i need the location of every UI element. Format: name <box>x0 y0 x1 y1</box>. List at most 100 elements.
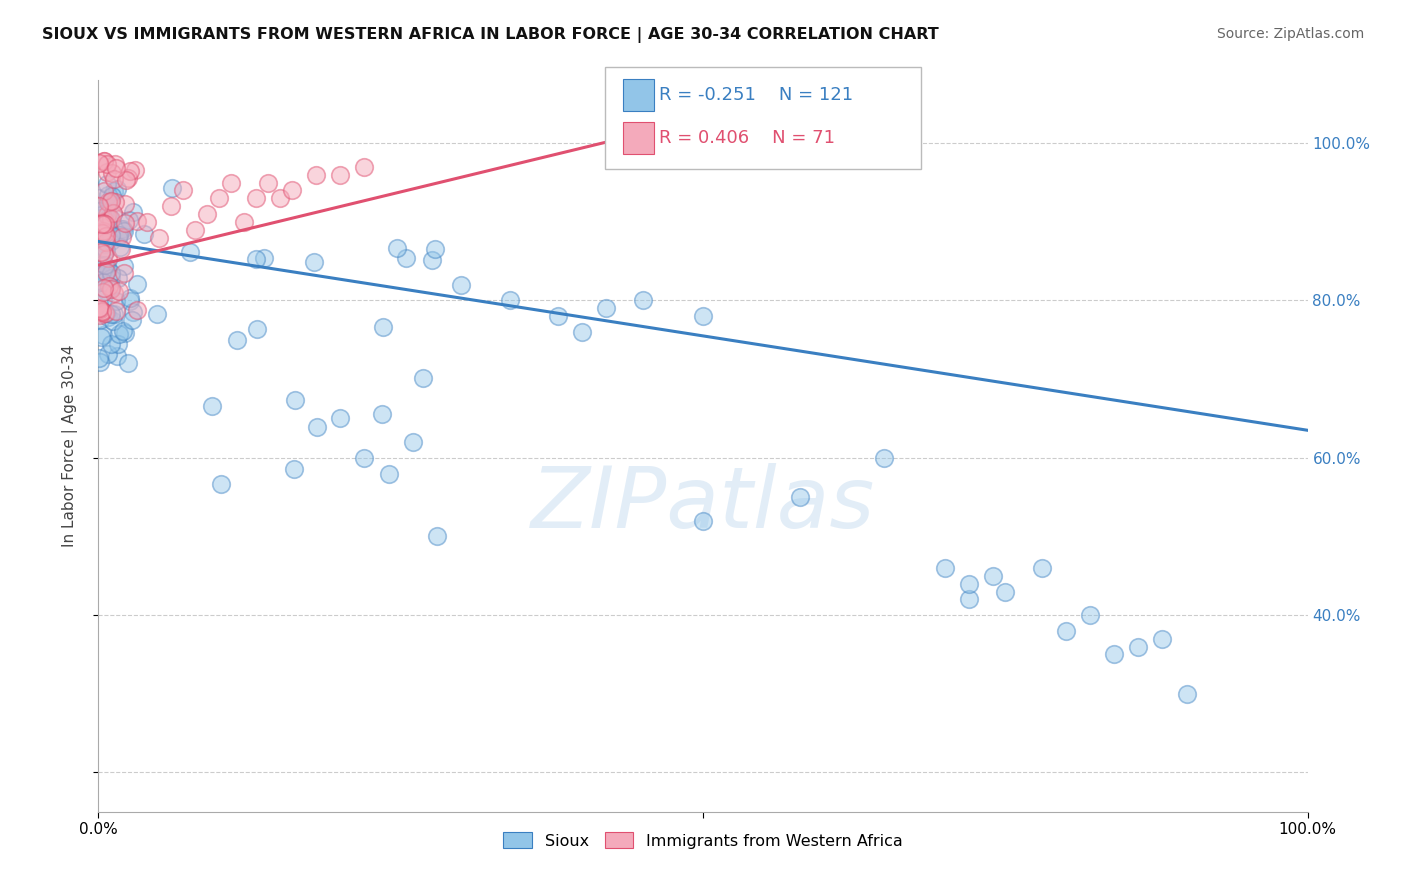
Point <box>101 207 124 221</box>
Point <box>121 204 143 219</box>
Point <box>89 313 111 327</box>
Point <box>125 277 148 292</box>
Point <box>100 271 122 285</box>
Point <box>97 188 120 202</box>
Point <box>146 307 169 321</box>
Point <box>246 322 269 336</box>
Point <box>115 173 138 187</box>
Point <box>89 268 111 283</box>
Point <box>90 330 112 344</box>
Point <box>91 305 114 319</box>
Point <box>426 529 449 543</box>
Text: R = 0.406    N = 71: R = 0.406 N = 71 <box>659 128 835 146</box>
Point <box>114 197 136 211</box>
Point <box>98 194 121 209</box>
Point <box>96 157 118 171</box>
Point <box>571 325 593 339</box>
Point <box>100 279 122 293</box>
Point <box>94 305 117 319</box>
Point <box>1031 561 1053 575</box>
Point <box>101 188 124 202</box>
Text: R = -0.251    N = 121: R = -0.251 N = 121 <box>659 86 853 103</box>
Point <box>373 319 395 334</box>
Point <box>121 312 143 326</box>
Point <box>100 307 122 321</box>
Point <box>269 191 291 205</box>
Point <box>100 336 122 351</box>
Point <box>283 392 305 407</box>
Point <box>90 306 112 320</box>
Point <box>90 258 112 272</box>
Point <box>108 240 131 254</box>
Point <box>1102 648 1125 662</box>
Point <box>103 184 125 198</box>
Point <box>283 462 305 476</box>
Point <box>302 255 325 269</box>
Point <box>111 230 134 244</box>
Point <box>105 350 128 364</box>
Point <box>103 314 125 328</box>
Point <box>96 178 118 192</box>
Point <box>420 252 443 267</box>
Point <box>789 490 811 504</box>
Point <box>120 294 142 309</box>
Point <box>91 304 114 318</box>
Point <box>118 164 141 178</box>
Point <box>132 227 155 241</box>
Point <box>256 176 278 190</box>
Legend: Sioux, Immigrants from Western Africa: Sioux, Immigrants from Western Africa <box>496 826 910 855</box>
Point <box>97 194 120 209</box>
Text: Source: ZipAtlas.com: Source: ZipAtlas.com <box>1216 27 1364 41</box>
Point <box>100 235 122 249</box>
Point <box>103 206 125 220</box>
Point <box>91 292 114 306</box>
Point <box>91 285 114 300</box>
Point <box>94 241 117 255</box>
Point <box>104 195 127 210</box>
Point <box>1175 687 1198 701</box>
Point <box>94 229 117 244</box>
Point <box>957 576 980 591</box>
Point <box>93 267 115 281</box>
Point <box>110 222 132 236</box>
Point <box>87 273 110 287</box>
Point <box>89 204 111 219</box>
Point <box>96 165 118 179</box>
Point <box>201 399 224 413</box>
Text: SIOUX VS IMMIGRANTS FROM WESTERN AFRICA IN LABOR FORCE | AGE 30-34 CORRELATION C: SIOUX VS IMMIGRANTS FROM WESTERN AFRICA … <box>42 27 939 43</box>
Point <box>94 284 117 298</box>
Point <box>329 411 352 425</box>
Point <box>184 223 207 237</box>
Point <box>94 227 117 241</box>
Point <box>148 230 170 244</box>
Point <box>104 161 127 175</box>
Point <box>402 435 425 450</box>
Point <box>96 243 118 257</box>
Point <box>97 251 120 265</box>
Point <box>97 211 120 225</box>
Point <box>395 251 418 265</box>
Point <box>107 227 129 242</box>
Point <box>89 355 111 369</box>
Point <box>281 183 304 197</box>
Point <box>93 154 115 169</box>
Point <box>957 592 980 607</box>
Point <box>232 215 254 229</box>
Point <box>97 310 120 324</box>
Point <box>423 242 446 256</box>
Point <box>110 242 132 256</box>
Point <box>117 170 139 185</box>
Point <box>107 230 129 244</box>
Point <box>179 245 201 260</box>
Point <box>91 224 114 238</box>
Point <box>103 171 125 186</box>
Point <box>209 477 232 491</box>
Point <box>100 282 122 296</box>
Point <box>100 194 122 208</box>
Point <box>94 306 117 320</box>
Point <box>305 168 328 182</box>
Point <box>127 303 149 318</box>
Point <box>94 214 117 228</box>
Point <box>498 293 520 308</box>
Point <box>94 259 117 273</box>
